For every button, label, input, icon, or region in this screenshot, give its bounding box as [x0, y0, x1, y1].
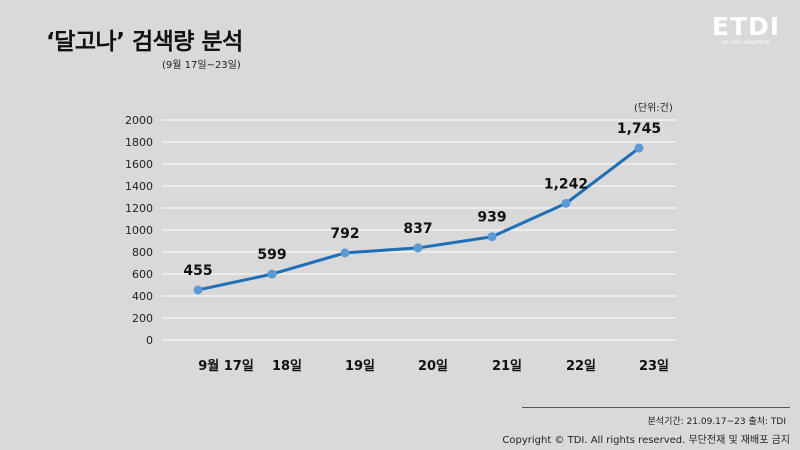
- y-tick-label: 2000: [125, 114, 153, 127]
- data-point: [267, 269, 277, 279]
- x-tick-label: 21일: [492, 359, 522, 374]
- series-line-path: [196, 146, 641, 292]
- data-points: [193, 143, 644, 295]
- tdi-logo: ETDI WE SAW INNOVATION: [708, 12, 784, 48]
- y-tick-label: 1600: [125, 158, 153, 171]
- y-tick-label: 0: [146, 334, 153, 347]
- x-tick-label: 23일: [639, 359, 669, 374]
- copyright-notice: Copyright © TDI. All rights reserved. 무단…: [502, 435, 790, 446]
- data-labels: 455 599 792 837 939 1,242 1,745: [183, 121, 661, 279]
- data-label: 1,242: [544, 176, 588, 192]
- chart-title: ‘달고나’ 검색량 분석: [46, 29, 243, 55]
- x-tick-label: 22일: [566, 359, 596, 374]
- y-tick-label: 1800: [125, 136, 153, 149]
- data-point: [340, 248, 350, 258]
- x-tick-label: 9월 17일: [198, 358, 254, 374]
- x-tick-label: 18일: [272, 359, 302, 374]
- analysis-period: 분석기간: 21.09.17~23 출처: TDI: [647, 417, 786, 427]
- y-axis-ticks: 0 200 400 600 800 1000 1200 1400 1600 1800 2000: [125, 114, 153, 347]
- grid-lines: [162, 119, 676, 341]
- data-label: 1,745: [617, 121, 661, 137]
- y-tick-label: 1400: [125, 180, 153, 193]
- y-tick-label: 600: [132, 268, 153, 281]
- unit-label: (단위:건): [634, 103, 673, 114]
- y-tick-label: 400: [132, 290, 153, 303]
- x-axis-ticks: 9월 17일 18일 19일 20일 21일 22일 23일: [198, 358, 669, 374]
- y-tick-label: 800: [132, 246, 153, 259]
- data-label: 837: [403, 221, 432, 237]
- y-tick-label: 1200: [125, 202, 153, 215]
- y-tick-label: 1000: [125, 224, 153, 237]
- data-label: 599: [257, 247, 286, 263]
- chart-subtitle: (9월 17일~23일): [162, 60, 241, 71]
- y-tick-label: 200: [132, 312, 153, 325]
- data-label: 939: [477, 210, 506, 226]
- data-point: [634, 143, 644, 153]
- series-line: [196, 146, 641, 292]
- logo-tagline: WE SAW INNOVATION: [721, 40, 771, 45]
- data-point: [413, 243, 423, 253]
- x-tick-label: 20일: [418, 359, 448, 374]
- data-point: [193, 285, 203, 295]
- data-point: [561, 198, 571, 208]
- data-label: 455: [183, 263, 212, 279]
- x-tick-label: 19일: [345, 359, 375, 374]
- data-point: [487, 232, 497, 242]
- footer-divider: [522, 407, 790, 408]
- data-label: 792: [330, 226, 359, 242]
- logo-text: ETDI: [711, 12, 781, 41]
